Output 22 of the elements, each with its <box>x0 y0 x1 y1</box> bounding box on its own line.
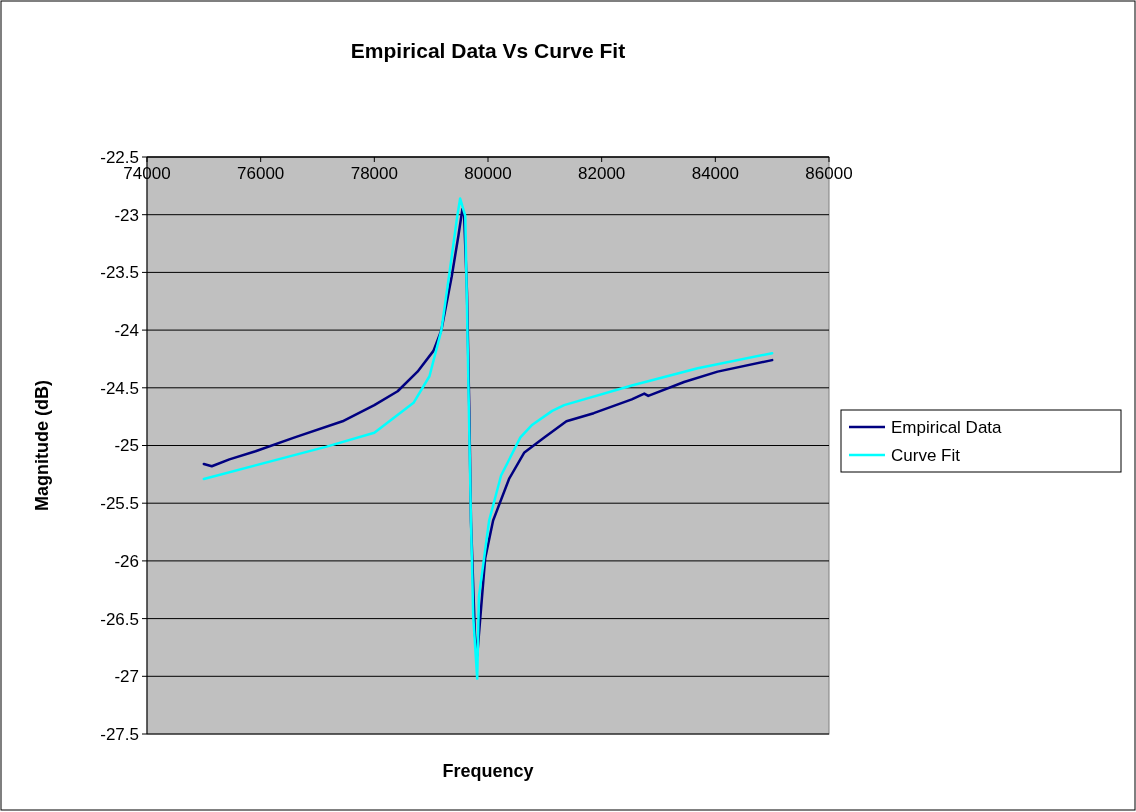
y-tick-label: -25 <box>114 436 139 456</box>
x-tick-label: 76000 <box>237 164 285 183</box>
y-axis-title: Magnitude (dB) <box>32 380 52 511</box>
x-tick-label: 78000 <box>350 164 398 183</box>
y-tick-label: -22.5 <box>100 147 139 167</box>
x-axis-title: Frequency <box>442 761 534 781</box>
y-tick-label: -24.5 <box>100 378 139 398</box>
legend-label: Curve Fit <box>891 445 961 465</box>
x-tick-label: 82000 <box>578 164 626 183</box>
y-tick-label: -23.5 <box>100 263 139 283</box>
x-tick-label: 84000 <box>691 164 739 183</box>
y-tick-label: -27 <box>114 667 139 687</box>
y-tick-label: -24 <box>114 321 139 341</box>
x-tick-label: 80000 <box>464 164 512 183</box>
y-tick-label: -26 <box>114 551 139 571</box>
x-tick-label: 86000 <box>805 164 853 183</box>
legend-label: Empirical Data <box>891 417 1003 437</box>
y-tick-label: -23 <box>114 205 139 225</box>
chart-title: Empirical Data Vs Curve Fit <box>350 39 626 62</box>
y-tick-label: -25.5 <box>100 494 139 514</box>
y-tick-label: -26.5 <box>100 609 139 629</box>
y-tick-label: -27.5 <box>100 724 139 744</box>
